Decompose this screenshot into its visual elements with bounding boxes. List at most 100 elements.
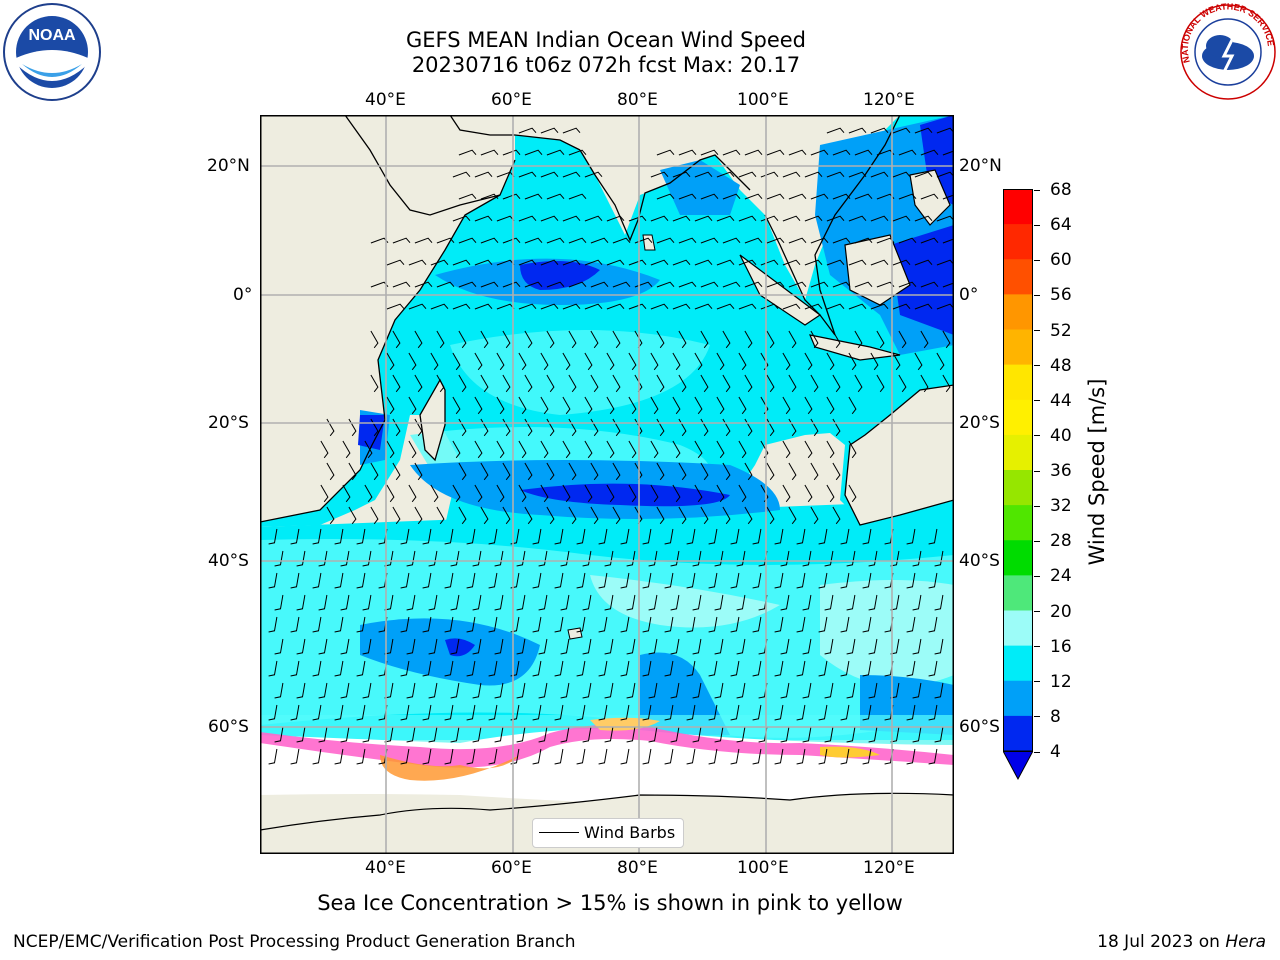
wind-barb (934, 594, 944, 611)
wind-barb (782, 215, 801, 222)
wind-barb (752, 748, 762, 765)
wind-barb (494, 682, 504, 699)
wind-barb (488, 616, 498, 633)
wind-barb (422, 660, 432, 677)
wind-barb (670, 682, 680, 699)
wind-barb (334, 704, 344, 721)
lat-right-20s: 20°S (959, 413, 1000, 433)
wind-barb (268, 704, 278, 721)
wind-barb (678, 506, 687, 525)
wind-barb (898, 281, 917, 288)
wind-barb (466, 660, 476, 677)
wind-barb (480, 462, 489, 481)
wind-barb (436, 374, 445, 393)
map-legend: Wind Barbs (532, 818, 684, 848)
wind-barb (560, 726, 570, 743)
wind-barb (444, 616, 454, 633)
wind-barb (568, 374, 577, 393)
wind-barb (826, 303, 845, 310)
wind-barb (848, 303, 867, 310)
wind-barb (628, 440, 637, 459)
map-title: GEFS MEAN Indian Ocean Wind Speed (405, 28, 807, 52)
wind-barb (296, 594, 306, 611)
wind-barb (854, 374, 863, 393)
wind-barb (912, 638, 922, 655)
wind-barb (876, 330, 885, 349)
colorbar-tick-label: 56 (1034, 285, 1072, 305)
wind-barb (452, 303, 471, 310)
wind-barb (708, 704, 718, 721)
wind-barb (818, 748, 828, 765)
colorbar-tick-label: 52 (1034, 321, 1072, 341)
wind-barb (466, 616, 476, 633)
wind-barb (406, 594, 416, 611)
wind-barb (824, 594, 834, 611)
wind-barb (458, 462, 467, 481)
wind-barb (906, 528, 916, 545)
colorbar-cell (1003, 329, 1033, 366)
wind-barb (312, 528, 322, 545)
colorbar-tick-label: 32 (1034, 496, 1072, 516)
wind-barb (568, 237, 587, 244)
wind-barb (268, 660, 278, 677)
wind-barb (480, 506, 489, 525)
wind-barb (436, 237, 455, 244)
wind-barb (810, 462, 819, 481)
wind-barb (400, 616, 410, 633)
wind-barb (898, 237, 917, 244)
wind-barb (502, 462, 511, 481)
wind-barb (392, 506, 401, 525)
wind-barb (546, 506, 555, 525)
wind-barb (766, 193, 785, 200)
wind-barb (620, 616, 630, 633)
lat-right-60s: 60°S (959, 717, 1000, 737)
colorbar-tick-label: 24 (1034, 566, 1072, 586)
wind-barb (744, 193, 763, 200)
wind-barb (942, 238, 954, 244)
wind-barb (678, 330, 687, 349)
wind-barb (312, 704, 322, 721)
wind-barb (474, 440, 483, 459)
wind-barb (436, 281, 455, 288)
australia-coast (844, 384, 954, 526)
wind-barb (502, 330, 511, 349)
wind-barb (444, 572, 454, 589)
wind-barb (920, 149, 939, 156)
wind-barb (584, 440, 593, 459)
wind-barb (802, 682, 812, 699)
wind-barb (584, 396, 593, 415)
wind-barb (774, 528, 784, 545)
colorbar-cell (1003, 259, 1033, 295)
colorbar-tick-label: 28 (1034, 531, 1072, 551)
wind-barb (296, 726, 306, 743)
wind-barb (818, 704, 828, 721)
wind-barb (848, 171, 867, 178)
wind-barb (700, 193, 719, 200)
wind-barb (796, 528, 806, 545)
wind-barb (620, 704, 630, 721)
wind-barb (708, 748, 718, 765)
wind-barb (444, 748, 454, 765)
footer-date-text: 18 Jul 2023 on (1097, 932, 1226, 952)
wind-barb (774, 616, 784, 633)
wind-barb (458, 193, 477, 200)
colorbar-cell (1003, 399, 1033, 436)
wind-barb (672, 303, 691, 310)
wind-barb (906, 660, 916, 677)
lat-left-40s: 40°S (208, 551, 249, 571)
wind-barb (722, 193, 741, 200)
wind-barb (780, 682, 790, 699)
wind-barb (892, 127, 911, 134)
wind-barb (562, 259, 581, 266)
wind-barb (824, 550, 834, 567)
wind-barb (832, 462, 841, 481)
wind-barb (832, 281, 851, 288)
wind-barb (678, 149, 697, 156)
wind-barb (694, 352, 703, 371)
wind-barb (862, 660, 872, 677)
wind-barb (826, 484, 835, 503)
wind-barb (590, 237, 609, 244)
lon-bottom-80e: 80°E (617, 858, 658, 878)
wind-barb (700, 281, 719, 288)
wind-barb (518, 484, 527, 503)
